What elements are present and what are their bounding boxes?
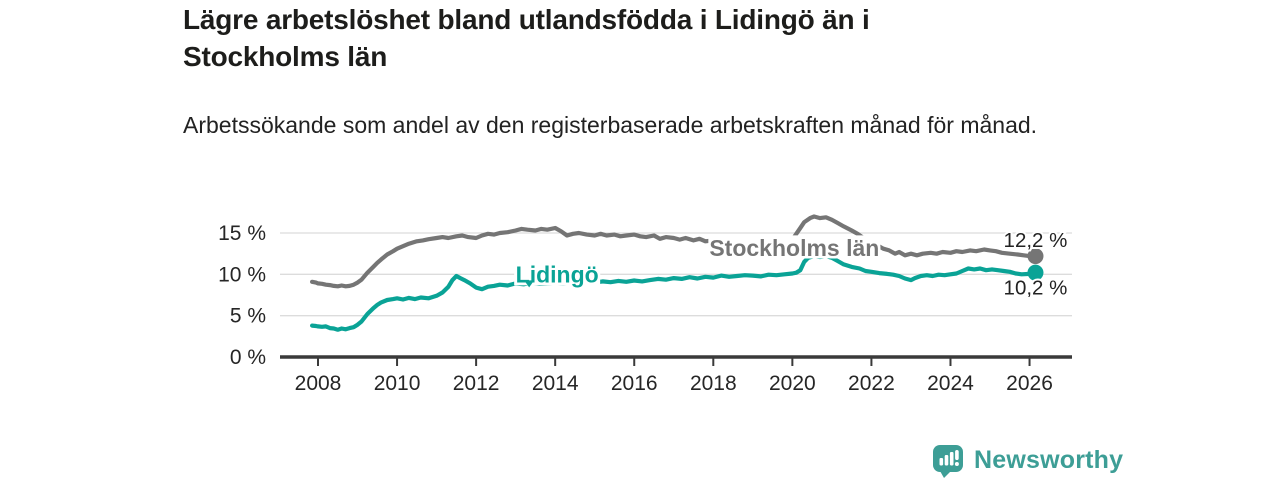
x-tick-label: 2024 [927, 372, 974, 395]
lidingo-line [310, 254, 1038, 332]
stockholm-series-label: Stockholms län [709, 235, 879, 261]
x-tick-label: 2012 [453, 372, 500, 395]
y-tick-label: 10 % [218, 263, 266, 286]
y-tick-label: 15 % [218, 222, 266, 245]
chart-subtitle: Arbetssökande som andel av den registerb… [183, 112, 1038, 138]
x-tick-label: 2020 [769, 372, 816, 395]
lidingo-end-value-label: 10,2 % [1004, 277, 1068, 300]
x-tick-label: 2016 [611, 372, 658, 395]
chart-title: Lägre arbetslöshet bland utlandsfödda i … [183, 4, 870, 72]
newsworthy-logo-icon [933, 445, 963, 478]
y-tick-label: 5 % [230, 305, 266, 328]
x-tick-label: 2026 [1006, 372, 1053, 395]
newsworthy-brand-name: Newsworthy [974, 446, 1124, 474]
x-tick-label: 2014 [532, 372, 579, 395]
lidingo-end-dot [1027, 264, 1044, 281]
x-tick-label: 2008 [295, 372, 342, 395]
series-label-halo [708, 235, 881, 259]
x-tick-label: 2010 [374, 372, 421, 395]
newsworthy-logo: Newsworthy [931, 443, 1123, 478]
lidingo-label-pointer [524, 280, 535, 288]
y-tick-label: 0 % [230, 346, 266, 369]
stockholm-line [310, 214, 1038, 289]
x-tick-label: 2018 [690, 372, 737, 395]
stockholm-end-value-label: 12,2 % [1004, 229, 1068, 252]
x-tick-label: 2022 [848, 372, 895, 395]
stockholm-end-dot [1027, 248, 1044, 265]
